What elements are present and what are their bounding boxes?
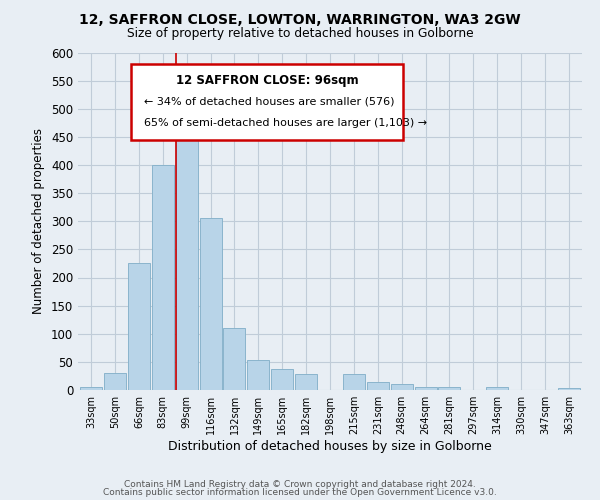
Text: 12 SAFFRON CLOSE: 96sqm: 12 SAFFRON CLOSE: 96sqm <box>176 74 358 88</box>
X-axis label: Distribution of detached houses by size in Golborne: Distribution of detached houses by size … <box>168 440 492 453</box>
Bar <box>104 373 126 390</box>
FancyBboxPatch shape <box>131 64 403 140</box>
Bar <box>558 388 580 390</box>
Bar <box>486 387 508 390</box>
Text: Size of property relative to detached houses in Golborne: Size of property relative to detached ho… <box>127 28 473 40</box>
Y-axis label: Number of detached properties: Number of detached properties <box>32 128 46 314</box>
Text: 65% of semi-detached houses are larger (1,103) →: 65% of semi-detached houses are larger (… <box>143 118 427 128</box>
Bar <box>391 384 413 390</box>
Bar <box>271 369 293 390</box>
Text: Contains HM Land Registry data © Crown copyright and database right 2024.: Contains HM Land Registry data © Crown c… <box>124 480 476 489</box>
Bar <box>80 387 102 390</box>
Bar <box>176 130 197 390</box>
Bar <box>439 387 460 390</box>
Bar <box>128 264 150 390</box>
Text: Contains public sector information licensed under the Open Government Licence v3: Contains public sector information licen… <box>103 488 497 497</box>
Bar <box>247 360 269 390</box>
Bar <box>343 374 365 390</box>
Bar <box>223 328 245 390</box>
Bar <box>295 374 317 390</box>
Bar <box>415 387 437 390</box>
Bar <box>152 165 174 390</box>
Text: 12, SAFFRON CLOSE, LOWTON, WARRINGTON, WA3 2GW: 12, SAFFRON CLOSE, LOWTON, WARRINGTON, W… <box>79 12 521 26</box>
Text: ← 34% of detached houses are smaller (576): ← 34% of detached houses are smaller (57… <box>143 96 394 106</box>
Bar <box>367 382 389 390</box>
Bar <box>200 218 221 390</box>
